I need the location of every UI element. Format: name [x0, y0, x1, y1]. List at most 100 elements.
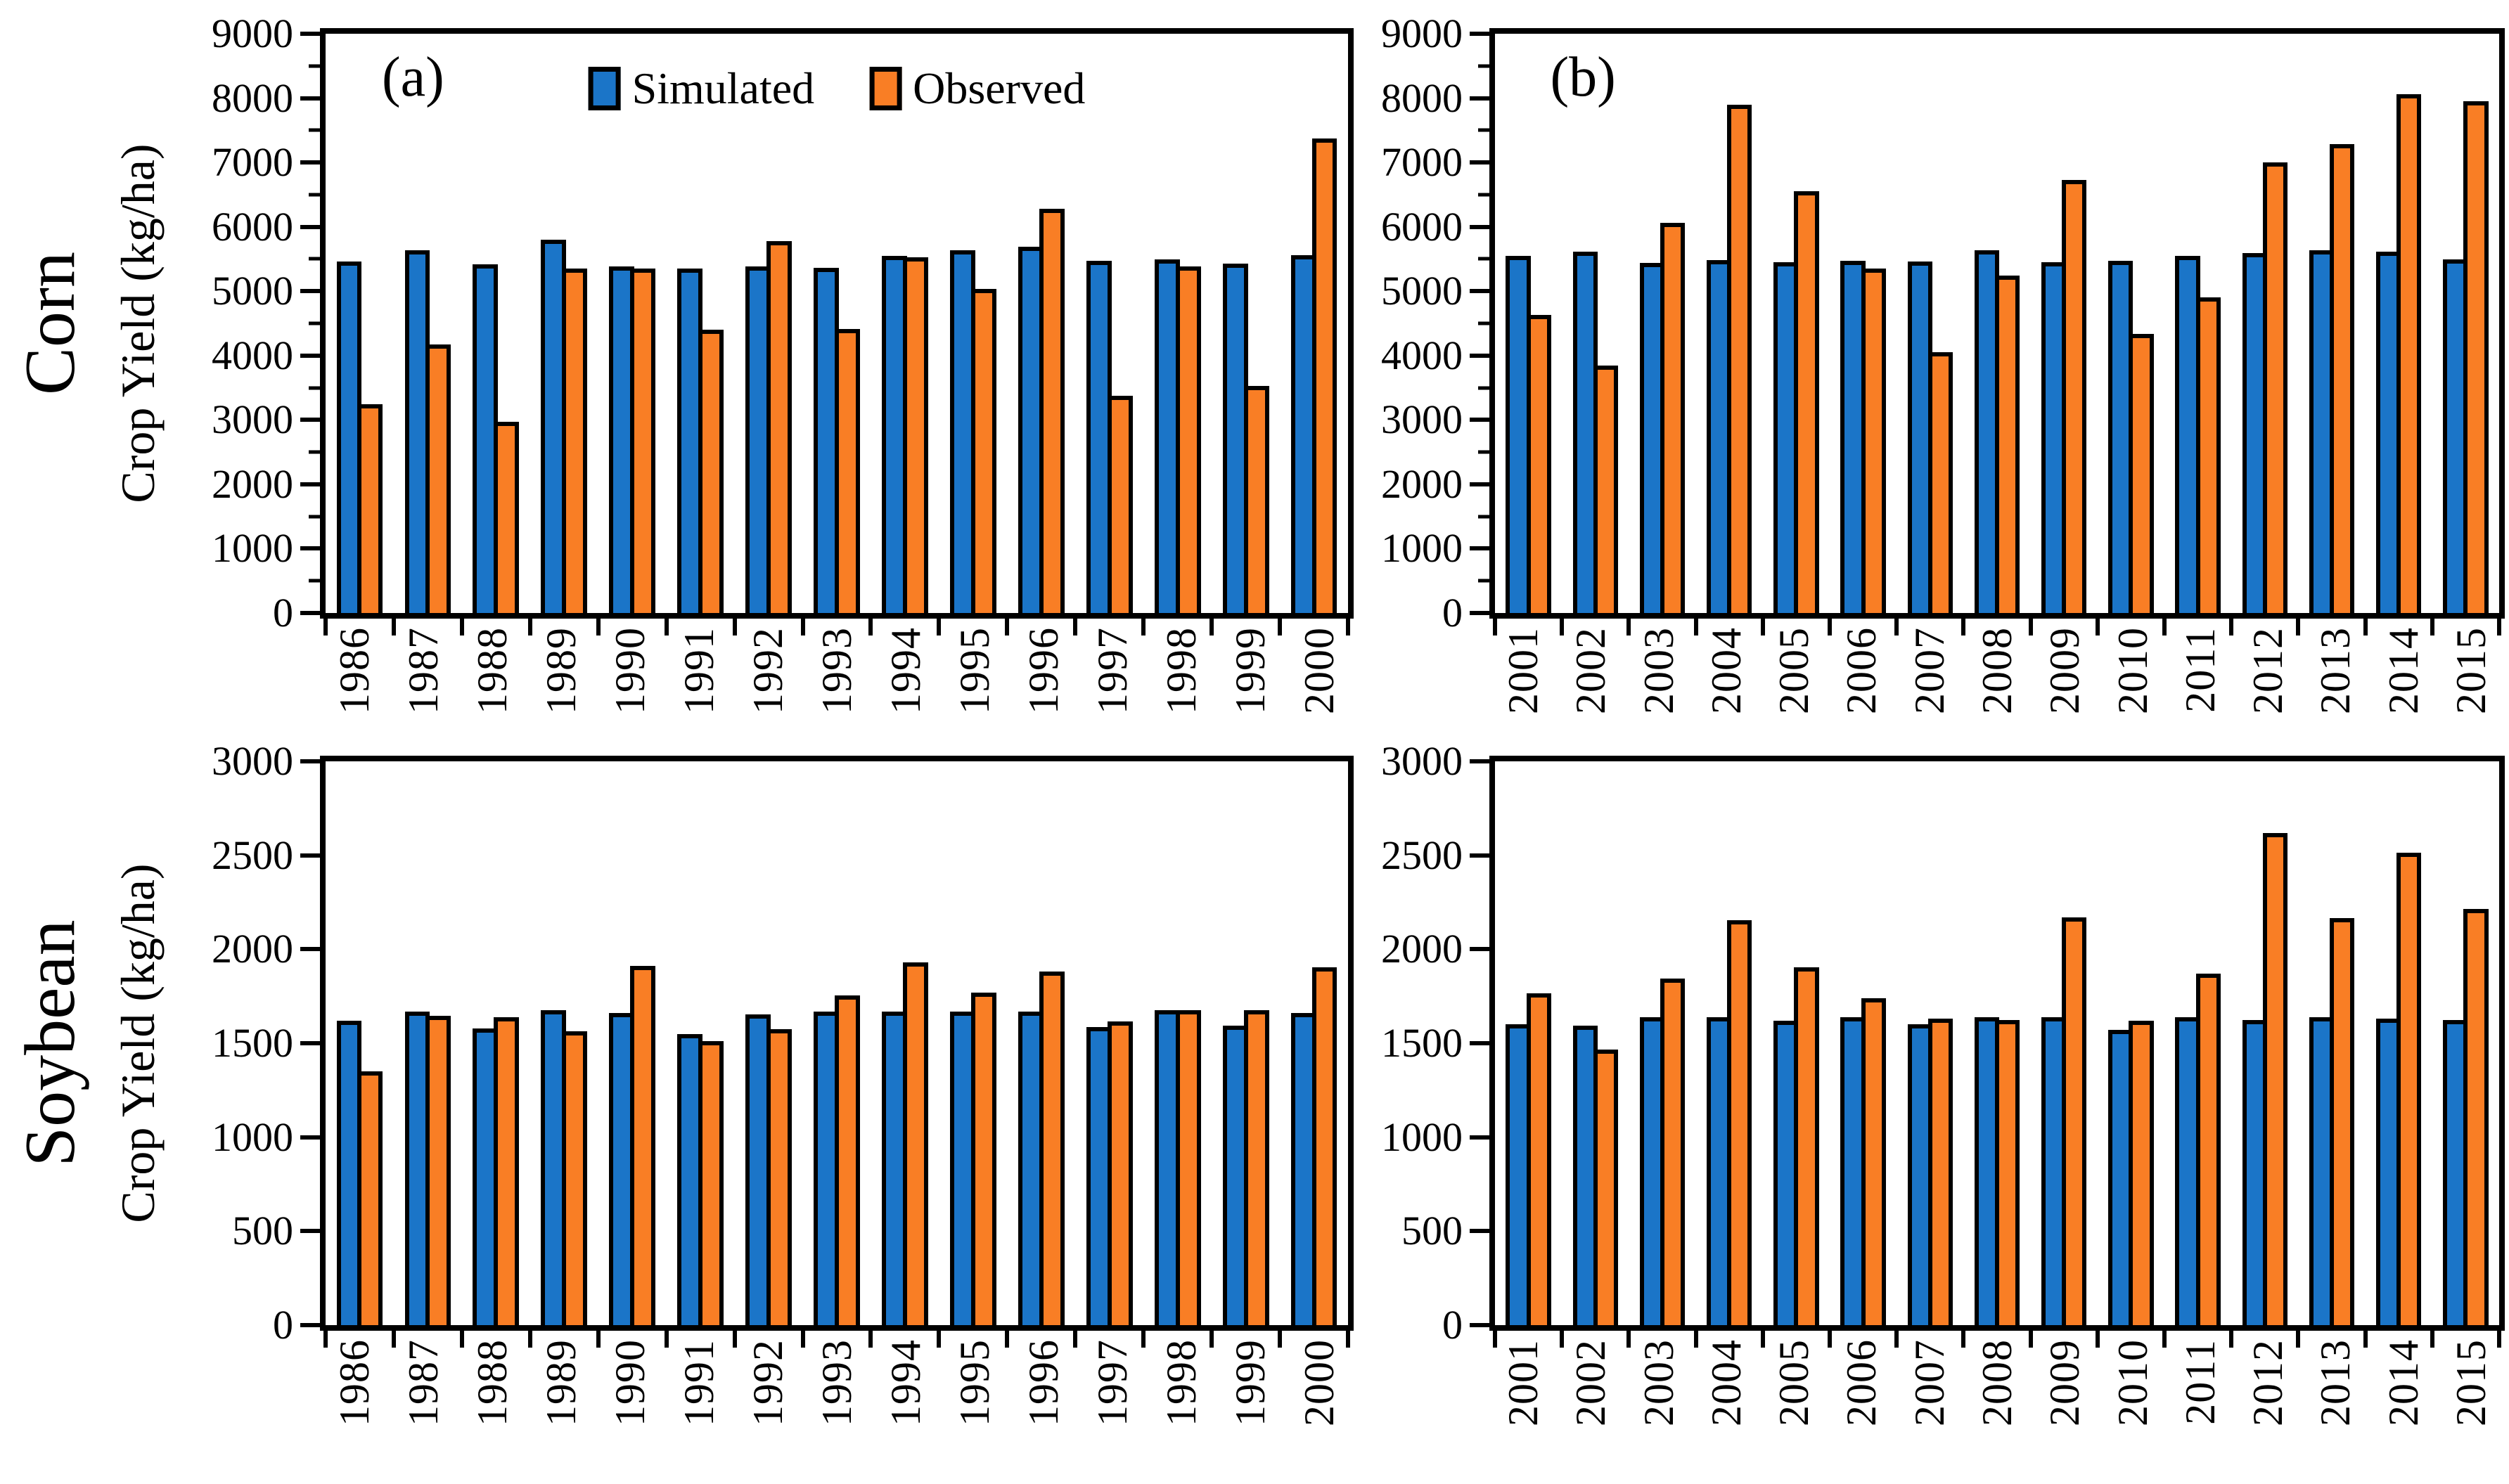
x-axis-tick-label: 2011	[2167, 627, 2234, 757]
year-group	[326, 34, 394, 613]
year-text: 1995	[951, 1339, 998, 1426]
x-axis-tick	[1560, 619, 1565, 635]
x-axis-tick	[2028, 1331, 2033, 1348]
year-group	[1280, 761, 1348, 1325]
x-axis-tick-label: 1996	[1009, 1339, 1078, 1469]
chart-panel-2: 0 1000 2000 3000 4000 5000 6000 7000 8000 9000 (b)	[1381, 13, 2505, 635]
x-axis-tick-label: 1987	[389, 1339, 458, 1469]
y-axis-major-tick	[300, 482, 320, 486]
year-group	[394, 761, 462, 1325]
x-axis-tick	[1493, 619, 1497, 635]
year-text: 1990	[607, 627, 653, 714]
x-axis-tick-label: 1997	[1078, 627, 1147, 757]
bar-observed	[2330, 918, 2355, 1325]
x-axis-tick-label: 1988	[458, 1339, 527, 1469]
year-group	[1495, 761, 1562, 1325]
x-axis-tick	[1560, 1331, 1565, 1348]
year-text: 2007	[1906, 1339, 1953, 1426]
y-axis-tick-label: 2500	[1381, 832, 1463, 878]
y-axis-major-tick	[300, 546, 320, 551]
year-text: 2006	[1838, 1339, 1885, 1426]
bar-observed	[1995, 276, 2020, 613]
year-group	[1963, 761, 2030, 1325]
y-axis-major-tick	[300, 32, 320, 36]
x-axis-tick-label: 2009	[2031, 1339, 2098, 1469]
y-axis-major-tick	[300, 353, 320, 358]
bar-groups	[326, 34, 1348, 613]
x-axis-year-labels: 1986 1987 1988 1989 1990 1991 1992 1993 1994 1995…	[320, 627, 1354, 757]
x-axis-tick	[391, 619, 396, 635]
bar-observed	[357, 404, 383, 613]
row-label-corn: Corn	[11, 252, 90, 395]
x-axis-tick-label: 2010	[2098, 1339, 2166, 1469]
year-group	[2366, 34, 2432, 613]
y-axis-tick-label: 1500	[1381, 1020, 1463, 1066]
y-axis-major-tick	[1470, 1229, 1489, 1234]
x-axis-tick	[2229, 1331, 2234, 1348]
y-axis-title: Crop Yield (kg/ha)	[111, 863, 165, 1223]
panel-letter-label: (b)	[1550, 46, 1616, 108]
y-axis-tick-label: 6000	[212, 203, 293, 250]
bar-observed	[1593, 1050, 1619, 1325]
year-text: 2006	[1838, 627, 1885, 714]
year-text: 2000	[1296, 627, 1342, 714]
x-axis-tick	[1626, 1331, 1631, 1348]
year-text: 1992	[745, 1339, 791, 1426]
legend: Simulated Observed	[588, 66, 1085, 111]
year-group	[1830, 34, 1897, 613]
y-axis-minor-tick	[1478, 193, 1489, 197]
bar-observed	[1039, 209, 1065, 613]
year-text: 2009	[2041, 1339, 2088, 1426]
x-axis-tick-label: 2001	[1489, 1339, 1557, 1469]
bar-observed	[2062, 917, 2087, 1325]
bar-observed	[562, 269, 588, 613]
x-axis-tick-label: 1995	[940, 627, 1009, 757]
y-axis-major-tick	[1470, 1135, 1489, 1140]
x-axis-tick	[2162, 1331, 2167, 1348]
y-axis-major-tick	[1470, 853, 1489, 858]
bar-observed	[1526, 993, 1551, 1325]
bar-observed	[630, 966, 656, 1325]
y-axis-minor-tick	[309, 257, 320, 261]
year-text: 1988	[469, 1339, 515, 1426]
y-axis-tick-label: 5000	[1381, 268, 1463, 314]
x-axis-tick	[1278, 619, 1283, 635]
year-group	[735, 761, 803, 1325]
year-text: 2004	[1702, 627, 1750, 714]
year-text: 2003	[1635, 1339, 1682, 1426]
x-axis-tick	[2095, 1331, 2100, 1348]
y-axis-tick-label: 0	[273, 1302, 293, 1348]
bar-observed	[630, 269, 656, 613]
year-group	[1143, 34, 1212, 613]
y-axis-minor-tick	[309, 193, 320, 197]
year-group	[1280, 34, 1348, 613]
x-axis-tick	[2497, 1331, 2501, 1348]
x-axis-tick-label: 1999	[1216, 1339, 1285, 1469]
x-axis-tick	[800, 1331, 805, 1348]
year-text: 2015	[2447, 1339, 2494, 1426]
y-axis-tick-label: 0	[273, 590, 293, 635]
bar-observed	[562, 1031, 588, 1325]
bar-observed	[1927, 352, 1953, 613]
x-axis-tick-label: 1997	[1078, 1339, 1147, 1469]
chart-panel-4: 0 500 1000 1500 2000 2500 3000	[1381, 741, 2505, 1348]
y-axis-major-tick	[1470, 289, 1489, 294]
bar-observed	[2330, 143, 2355, 613]
x-axis-tick-label: 1992	[733, 1339, 802, 1469]
x-axis-tick	[1693, 619, 1698, 635]
x-axis-tick-label: 1994	[871, 627, 940, 757]
year-group	[871, 761, 939, 1325]
x-axis-tick-label: 2001	[1489, 627, 1557, 757]
y-axis-tick-label: 4000	[1381, 332, 1463, 378]
y-axis-major-tick	[1470, 759, 1489, 763]
year-group	[462, 761, 530, 1325]
year-group	[2298, 34, 2365, 613]
y-axis-minor-tick	[309, 579, 320, 583]
y-axis-minor-tick	[1478, 579, 1489, 583]
year-group	[598, 761, 667, 1325]
year-group	[2164, 34, 2231, 613]
y-axis-major-tick	[1470, 418, 1489, 422]
year-group	[1562, 761, 1629, 1325]
x-axis-tick	[1894, 619, 1899, 635]
x-axis-tick	[2162, 619, 2167, 635]
